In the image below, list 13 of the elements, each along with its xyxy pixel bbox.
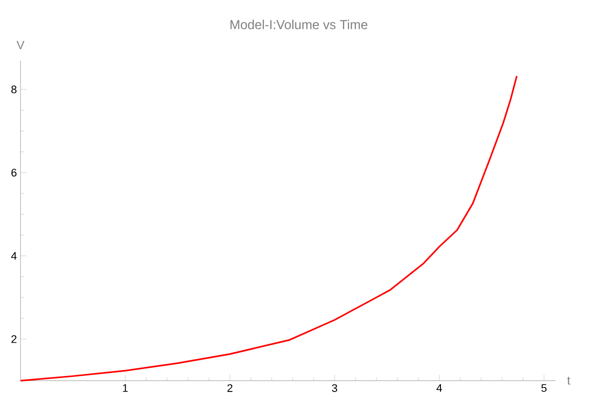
chart-title: Model-I:Volume vs Time	[230, 20, 368, 30]
x-tick-label: 3	[332, 384, 338, 392]
y-tick-label: 4	[11, 252, 17, 260]
x-tick-label: 1	[122, 384, 128, 392]
line-series	[20, 75, 518, 382]
x-axis-title: t	[567, 376, 570, 385]
x-tick-label: 2	[227, 384, 232, 392]
y-tick-label: 6	[11, 168, 16, 177]
y-tick-label: 8	[11, 86, 16, 94]
y-axis-title: V	[16, 40, 24, 50]
y-tick-label: 2	[11, 335, 16, 343]
x-tick-label: 4	[436, 384, 442, 392]
x-tick-label: 5	[541, 384, 547, 392]
